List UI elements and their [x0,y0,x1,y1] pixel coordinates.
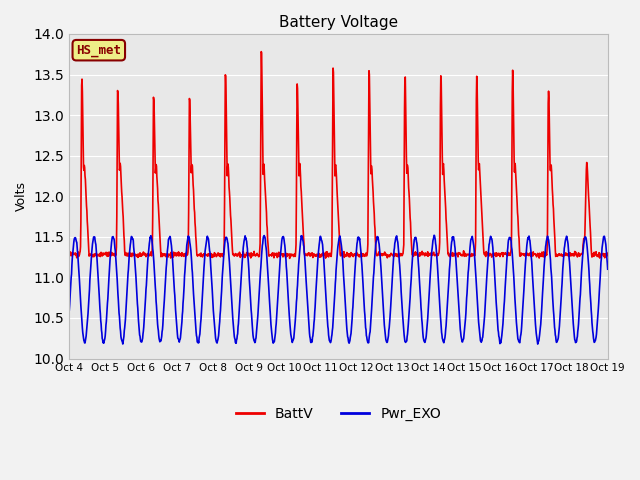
Pwr_EXO [185,234,193,240]
Pwr_EXO [534,341,541,347]
Pwr_EXO [172,312,180,318]
BattV [65,250,73,255]
BattV [185,150,193,156]
BattV [423,252,431,257]
Pwr_EXO [430,232,438,238]
Line: BattV: BattV [69,52,608,258]
BattV [286,255,294,261]
Pwr_EXO [493,304,500,310]
BattV [604,251,612,256]
BattV [245,251,253,256]
BattV [493,253,500,259]
Pwr_EXO [422,336,429,342]
BattV [257,49,265,55]
Legend: BattV, Pwr_EXO: BattV, Pwr_EXO [230,401,447,426]
Pwr_EXO [541,259,548,264]
Pwr_EXO [604,266,612,272]
Line: Pwr_EXO: Pwr_EXO [69,235,608,344]
Y-axis label: Volts: Volts [15,181,28,211]
BattV [541,254,548,260]
Pwr_EXO [65,307,73,313]
Title: Battery Voltage: Battery Voltage [279,15,398,30]
Text: HS_met: HS_met [76,44,122,57]
BattV [172,251,180,257]
Pwr_EXO [245,276,253,282]
